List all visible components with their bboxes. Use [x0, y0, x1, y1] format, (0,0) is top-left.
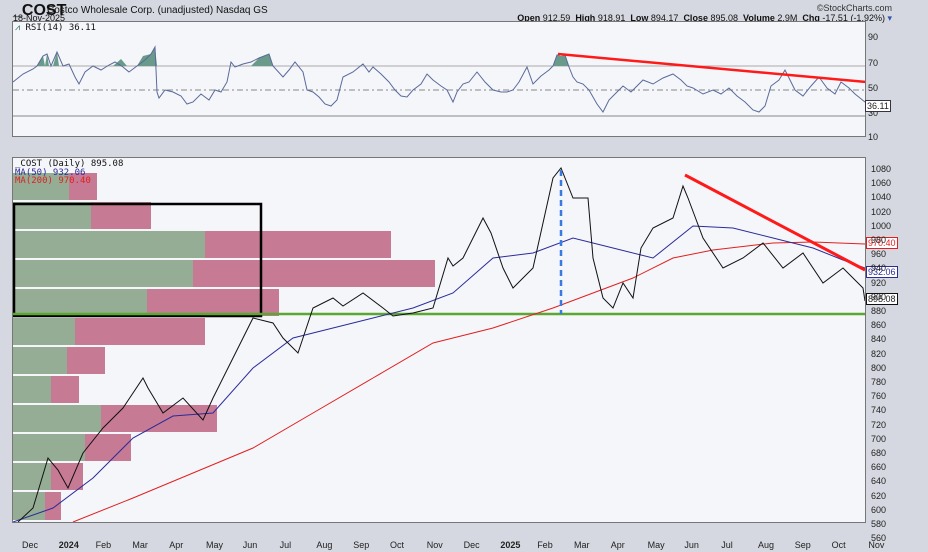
highlight-box [13, 202, 263, 318]
x-tick: Apr [610, 540, 625, 550]
close-value: 895.08 [710, 13, 738, 23]
x-tick: Aug [758, 540, 775, 550]
price-tick: 560 [871, 533, 887, 544]
x-tick: Sep [353, 540, 370, 550]
price-tick: 940 [871, 263, 887, 274]
close-label: Close [683, 13, 708, 23]
x-tick: Apr [169, 540, 184, 550]
x-tick: Jul [279, 540, 292, 550]
price-tick: 1080 [871, 164, 892, 174]
rsi-tick: 50 [868, 83, 879, 93]
ma50-value: 932.06 [866, 266, 898, 278]
x-tick: Jun [242, 540, 258, 550]
open-value: 912.59 [542, 13, 571, 23]
high-label: High [575, 13, 596, 23]
price-tick: 740 [871, 405, 887, 416]
x-tick: Sep [794, 540, 811, 550]
price-chart [13, 167, 865, 522]
price-tick: 960 [871, 249, 887, 260]
price-tick: 820 [871, 348, 887, 359]
ma200-value: 970.40 [866, 237, 898, 249]
x-tick: Feb [537, 540, 553, 550]
rsi-tick: 10 [868, 132, 879, 142]
ma50-legend: MA(50) 932.06 [15, 168, 86, 178]
price-legend: _COST (Daily) 895.08 [15, 159, 124, 169]
x-tick: Dec [22, 540, 39, 550]
price-tick: 700 [871, 433, 887, 444]
x-tick: May [647, 540, 665, 550]
x-tick: 2025 [500, 540, 521, 550]
brand: ©StockCharts.com [816, 3, 892, 13]
rsi-panel: ⩘ RSI(14) 36.11 [12, 21, 866, 137]
x-tick: Feb [95, 540, 112, 550]
volume-label: Volume [743, 13, 775, 23]
rsi-tick: 70 [868, 58, 879, 68]
price-tick: 880 [871, 306, 887, 316]
rsi-current-value: 36.11 [865, 100, 891, 112]
x-tick: Oct [390, 540, 405, 550]
high-value: 918.91 [597, 13, 626, 23]
price-tick: 1060 [871, 178, 892, 189]
price-panel: _COST (Daily) 895.08 MA(50) 932.06 MA(20… [12, 157, 866, 523]
price-tick: 720 [871, 419, 887, 430]
x-tick: May [206, 540, 224, 550]
price-tick: 660 [871, 462, 887, 473]
price-tick: 1000 [871, 220, 892, 231]
x-tick: Mar [574, 540, 590, 550]
close-value-tag: 895.08 [866, 293, 898, 305]
price-tick: 640 [871, 476, 887, 487]
low-label: Low [630, 13, 649, 23]
price-tick: 1020 [871, 206, 892, 217]
price-tick: 600 [871, 504, 887, 515]
x-tick: Oct [831, 540, 846, 550]
rsi-chart [13, 45, 865, 117]
price-tick: 620 [871, 490, 887, 501]
rsi-tick: 30 [868, 108, 879, 118]
price-tick: 680 [871, 448, 887, 458]
price-tick: 760 [871, 391, 887, 402]
x-tick: Nov [868, 540, 885, 550]
rsi-icon: ⩘ [15, 23, 21, 33]
price-tick: 900 [871, 291, 887, 302]
price-tick: 580 [871, 519, 887, 529]
chg-value: -17.51 (-1.92%) [822, 13, 885, 23]
x-tick: Aug [316, 540, 333, 550]
symbol: _COST [13, 2, 67, 19]
price-tick: 1040 [871, 192, 892, 203]
price-tick: 920 [871, 277, 887, 288]
x-tick: Nov [426, 540, 443, 550]
low-value: 894.17 [650, 13, 679, 23]
chg-label: Chg [802, 13, 820, 23]
price-tick: 840 [871, 334, 887, 345]
rsi-tick: 90 [868, 32, 879, 42]
price-stats: Open 912.59 High 918.91 Low 894.17 Close… [517, 13, 892, 24]
company-name: Costco Wholesale Corp. (unadjusted) Nasd… [47, 5, 268, 16]
price-tick: 800 [871, 362, 887, 373]
price-tick: 860 [871, 320, 887, 331]
rsi-legend: ⩘ RSI(14) 36.11 [15, 23, 96, 33]
open-label: Open [517, 13, 541, 23]
volume-value: 2.9M [777, 13, 798, 23]
price-tick: 780 [871, 377, 887, 387]
x-tick: Mar [132, 540, 148, 550]
chart-date: 18-Nov-2025 [13, 13, 66, 23]
x-tick: 2024 [58, 540, 79, 550]
x-tick: Jun [684, 540, 699, 550]
x-tick: Jul [721, 540, 733, 550]
x-tick: Dec [463, 540, 480, 550]
price-tick: 980 [871, 235, 887, 245]
ma200-legend: MA(200) 970.40 [15, 176, 91, 186]
dropdown-icon[interactable]: ▾ [887, 13, 892, 23]
